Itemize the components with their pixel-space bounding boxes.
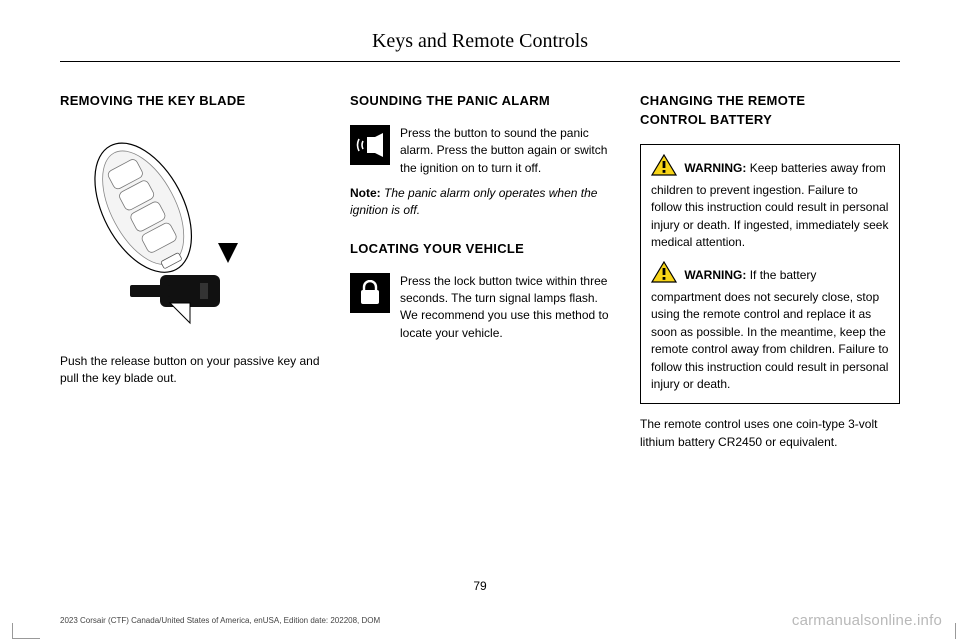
locate-block: Press the lock button twice within three… (350, 273, 610, 343)
warning-2: WARNING: If the battery compartment does… (651, 262, 889, 394)
heading-removing-key-blade: REMOVING THE KEY BLADE (60, 92, 320, 111)
page-title: Keys and Remote Controls (60, 30, 900, 61)
locate-text: Press the lock button twice within three… (400, 273, 610, 343)
warning-triangle-icon (651, 154, 677, 181)
warning-1: WARNING: Keep batteries away from childr… (651, 155, 889, 252)
heading-line1: CHANGING THE REMOTE (640, 93, 805, 108)
warning-2-text: If the battery compartment does not secu… (651, 268, 888, 391)
heading-panic-alarm: SOUNDING THE PANIC ALARM (350, 92, 610, 111)
note-label: Note: (350, 186, 381, 200)
crop-mark-icon (954, 623, 956, 639)
lock-icon (350, 273, 390, 313)
watermark: carmanualsonline.info (792, 612, 942, 629)
panic-alarm-icon (350, 125, 390, 165)
keyblade-instruction: Push the release button on your passive … (60, 353, 320, 388)
warning-triangle-icon (651, 261, 677, 288)
page-number: 79 (0, 579, 960, 593)
battery-spec: The remote control uses one coin-type 3-… (640, 416, 900, 451)
warning-1-label: WARNING: (684, 161, 746, 175)
crop-mark-icon (12, 623, 40, 639)
heading-changing-battery: CHANGING THE REMOTE CONTROL BATTERY (640, 92, 900, 130)
heading-line2: CONTROL BATTERY (640, 112, 772, 127)
column-2: SOUNDING THE PANIC ALARM Press the butto… (350, 92, 610, 451)
keyfob-figure (70, 125, 240, 335)
warning-box: WARNING: Keep batteries away from childr… (640, 144, 900, 405)
footer-edition: 2023 Corsair (CTF) Canada/United States … (60, 616, 380, 625)
panic-block: Press the button to sound the panic alar… (350, 125, 610, 177)
panic-note: Note: The panic alarm only operates when… (350, 185, 610, 220)
warning-2-label: WARNING: (684, 268, 746, 282)
panic-text: Press the button to sound the panic alar… (400, 125, 610, 177)
content-columns: REMOVING THE KEY BLADE (60, 92, 900, 451)
column-3: CHANGING THE REMOTE CONTROL BATTERY WARN… (640, 92, 900, 451)
heading-locating-vehicle: LOCATING YOUR VEHICLE (350, 240, 610, 259)
title-rule (60, 61, 900, 62)
note-body: The panic alarm only operates when the i… (350, 186, 597, 217)
column-1: REMOVING THE KEY BLADE (60, 92, 320, 451)
